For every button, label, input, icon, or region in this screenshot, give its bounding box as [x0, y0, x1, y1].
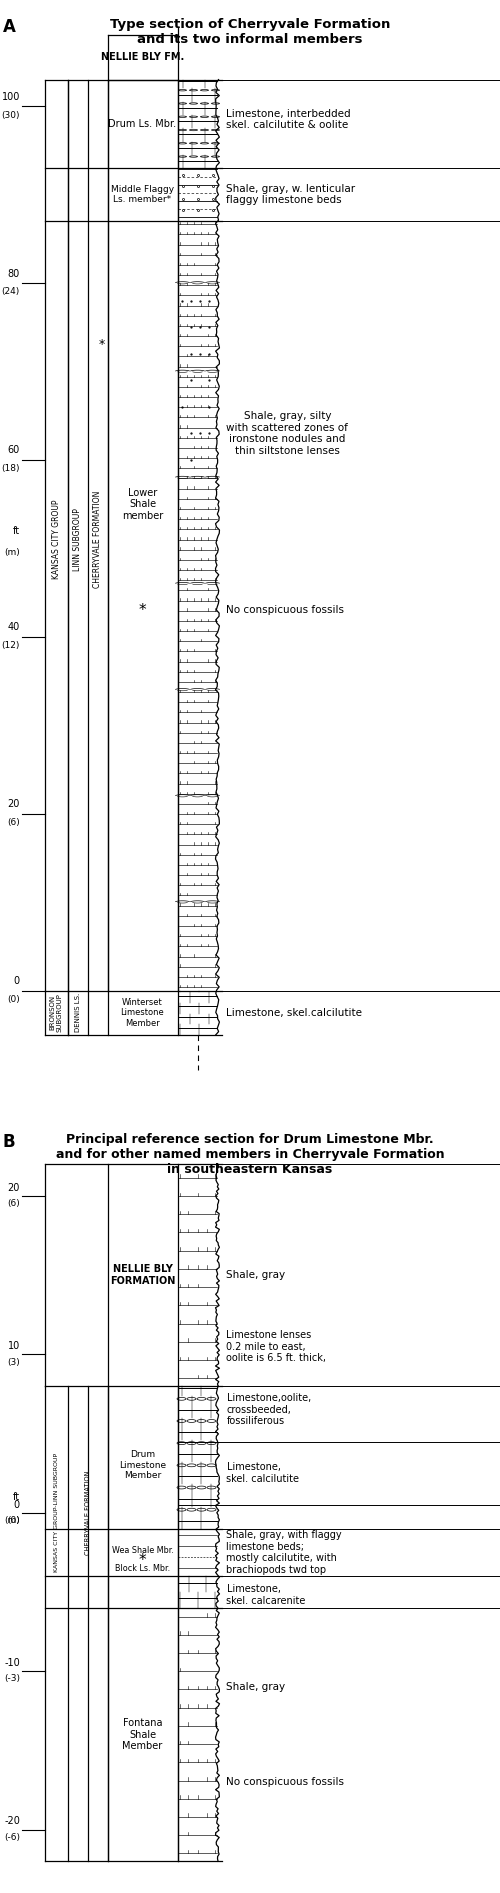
Text: ft: ft: [13, 526, 20, 536]
Text: (-6): (-6): [4, 1832, 20, 1842]
Text: A: A: [2, 17, 16, 36]
Text: NELLIE BLY FM.: NELLIE BLY FM.: [101, 53, 184, 62]
Text: Limestone, interbedded
skel. calcilutite & oolite: Limestone, interbedded skel. calcilutite…: [226, 108, 351, 131]
Text: (-3): (-3): [4, 1675, 20, 1683]
Text: Limestone,
skel. calcilutite: Limestone, skel. calcilutite: [226, 1463, 300, 1484]
Text: 20: 20: [8, 799, 20, 810]
Text: 0: 0: [14, 1499, 20, 1511]
Text: Principal reference section for Drum Limestone Mbr.
and for other named members : Principal reference section for Drum Lim…: [56, 1132, 444, 1176]
Text: *: *: [138, 1552, 146, 1567]
Text: ft: ft: [13, 1492, 20, 1501]
Text: (m): (m): [4, 1516, 20, 1526]
Text: -10: -10: [4, 1658, 20, 1668]
Text: Limestone lenses
0.2 mile to east,
oolite is 6.5 ft. thick,: Limestone lenses 0.2 mile to east, oolit…: [226, 1331, 326, 1363]
Text: *: *: [99, 339, 105, 352]
Text: 0: 0: [14, 977, 20, 986]
Text: Shale, gray, with flaggy
limestone beds;
mostly calcilutite, with
brachiopods tw: Shale, gray, with flaggy limestone beds;…: [226, 1530, 342, 1575]
Text: Drum Ls. Mbr.: Drum Ls. Mbr.: [108, 119, 176, 129]
Text: Drum
Limestone
Member: Drum Limestone Member: [119, 1450, 166, 1480]
Text: Middle Flaggy
Ls. member*: Middle Flaggy Ls. member*: [111, 186, 174, 204]
Text: *: *: [138, 602, 146, 617]
Text: CHERRYVALE FORMATION: CHERRYVALE FORMATION: [84, 1471, 90, 1556]
Text: Wea Shale Mbr.: Wea Shale Mbr.: [112, 1547, 174, 1556]
Text: Fontana
Shale
Member: Fontana Shale Member: [122, 1719, 162, 1751]
Text: Limestone,
skel. calcarenite: Limestone, skel. calcarenite: [226, 1584, 306, 1605]
Text: (6): (6): [7, 1200, 20, 1208]
Text: (18): (18): [2, 464, 20, 473]
Text: Limestone,oolite,
crossbeeded,
fossiliferous: Limestone,oolite, crossbeeded, fossilife…: [226, 1393, 311, 1427]
Text: Shale, gray: Shale, gray: [226, 1270, 286, 1280]
Text: 40: 40: [8, 623, 20, 632]
Text: No conspicuous fossils: No conspicuous fossils: [226, 606, 344, 615]
Text: Shale, gray: Shale, gray: [226, 1683, 286, 1692]
Text: 100: 100: [2, 91, 20, 102]
Text: LINN SUBGROUP: LINN SUBGROUP: [73, 507, 82, 572]
Text: Winterset
Limestone
Member: Winterset Limestone Member: [120, 998, 164, 1028]
Text: KANSAS CITY GROUP-LINN SUBGROUP: KANSAS CITY GROUP-LINN SUBGROUP: [54, 1454, 59, 1573]
Text: (6): (6): [7, 818, 20, 827]
Text: (m): (m): [4, 549, 20, 557]
Text: Block Ls. Mbr.: Block Ls. Mbr.: [115, 1564, 170, 1573]
Text: -20: -20: [4, 1817, 20, 1827]
Text: Lower
Shale
member: Lower Shale member: [122, 488, 163, 521]
Text: Type section of Cherryvale Formation
and its two informal members: Type section of Cherryvale Formation and…: [110, 17, 390, 45]
Text: Shale, gray, silty
with scattered zones of
ironstone nodules and
thin siltstone : Shale, gray, silty with scattered zones …: [226, 411, 348, 456]
Text: 20: 20: [8, 1183, 20, 1193]
Text: (0): (0): [7, 996, 20, 1003]
Text: (3): (3): [7, 1357, 20, 1367]
Text: No conspicuous fossils: No conspicuous fossils: [226, 1778, 344, 1787]
Text: (30): (30): [2, 110, 20, 119]
Text: (12): (12): [2, 642, 20, 649]
Text: (24): (24): [2, 288, 20, 297]
Text: 60: 60: [8, 445, 20, 456]
Text: CHERRYVALE FORMATION: CHERRYVALE FORMATION: [93, 490, 102, 589]
Text: 80: 80: [8, 269, 20, 278]
Text: 10: 10: [8, 1342, 20, 1352]
Text: DENNIS LS.: DENNIS LS.: [74, 994, 80, 1032]
Text: KANSAS CITY GROUP: KANSAS CITY GROUP: [52, 500, 61, 579]
Text: NELLIE BLY
FORMATION: NELLIE BLY FORMATION: [110, 1265, 175, 1285]
Text: Limestone, skel.calcilutite: Limestone, skel.calcilutite: [226, 1007, 362, 1018]
Text: Shale, gray, w. lenticular
flaggy limestone beds: Shale, gray, w. lenticular flaggy limest…: [226, 184, 356, 204]
Text: BRONSON
SUBGROUP: BRONSON SUBGROUP: [50, 994, 63, 1032]
Text: (0): (0): [7, 1516, 20, 1526]
Text: B: B: [2, 1132, 15, 1151]
